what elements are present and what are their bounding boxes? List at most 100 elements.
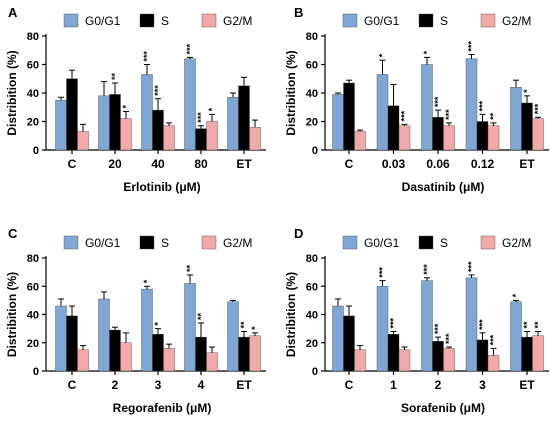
x-tick-label: C [345,157,354,171]
significance-label: * [422,50,432,54]
bar-g0-g1 [227,97,239,151]
significance-label: ** [522,321,532,329]
legend-label: S [161,236,169,250]
x-tick-label: ET [236,157,252,171]
y-tick-label: 20 [27,117,39,129]
significance-label: *** [433,323,443,334]
bar-s [343,315,355,372]
bar-s [432,341,444,372]
y-tick-label: 20 [306,117,318,129]
x-tick-label: 20 [108,157,122,171]
bar-g2-m [120,118,132,151]
significance-label: *** [389,317,399,328]
legend-swatch [201,13,217,28]
legend: G0/G1 S G2/M [342,235,531,250]
y-tick-label: 40 [27,88,39,100]
significance-label: *** [422,264,432,275]
legend-label: S [161,14,169,28]
bar-g2-m [120,342,132,372]
legend-swatch [139,13,155,28]
x-tick-label: 0.12 [471,157,495,171]
bar-g2-m [532,335,544,372]
legend-label: S [440,14,448,28]
bar-s [152,109,164,151]
x-axis-title: Sorafenib (μM) [401,401,485,415]
significance-label: * [522,89,532,93]
bar-g2-m [206,352,218,372]
y-axis-title: Distribition (%) [284,272,298,357]
bar-g0-g1 [332,305,344,372]
panel-a: A 0 20 40 60 80 Distribition (%) Erlotinib (μM)… [5,5,266,194]
bar-g2-m [398,349,411,372]
x-axis-title: Regorafenib (μM) [113,401,212,415]
x-tick-label: 40 [151,157,165,171]
significance-label: * [142,279,152,283]
bar-g2-m [398,125,411,151]
significance-label: * [153,322,163,326]
bar-g2-m [77,349,89,372]
bar-g2-m [249,126,261,151]
bar-s [521,336,533,372]
bar-g2-m [77,131,89,151]
bar-g0-g1 [510,301,522,372]
significance-label: ** [196,312,206,320]
significance-label: *** [467,261,477,272]
bar-s [432,117,444,151]
legend-label: G0/G1 [364,14,400,28]
bar-g2-m [249,335,261,372]
bar-s [476,121,489,151]
x-tick-label: C [68,157,77,171]
bar-g0-g1 [421,280,433,372]
bar-g2-m [487,355,500,372]
y-axis-title: Distribition (%) [5,272,19,357]
bar-s [387,334,400,372]
x-tick-label: C [68,378,77,392]
bar-s [66,78,78,151]
significance-label: ** [110,73,120,81]
x-tick-label: 0.06 [426,157,450,171]
y-tick-label: 60 [27,60,39,72]
bar-g2-m [163,125,175,151]
y-tick-label: 20 [306,338,318,350]
x-tick-label: 2 [435,378,442,392]
legend-swatch [480,235,496,250]
legend: G0/G1 S G2/M [63,235,252,250]
significance-label: *** [400,110,410,121]
x-tick-label: 4 [198,378,205,392]
y-axis-title: Distribition (%) [5,50,19,135]
significance-label: *** [467,41,477,52]
bar-s [476,339,489,372]
bar-g0-g1 [465,277,478,372]
x-tick-label: 2 [112,378,119,392]
legend-swatch [342,13,358,28]
panel-label: B [294,5,303,20]
legend-swatch [63,13,79,28]
bar-g2-m [354,131,366,151]
bar-g0-g1 [465,58,478,151]
x-tick-label: ET [236,378,252,392]
bar-s [238,336,250,372]
legend: G0/G1 S G2/M [342,13,531,28]
panel-label: A [8,5,18,20]
significance-label: *** [478,100,488,111]
x-axis-title: Dasatinib (μM) [402,180,485,194]
bar-g0-g1 [55,99,67,151]
y-tick-label: 40 [306,88,318,100]
bar-g0-g1 [184,58,196,151]
panel-b: B 0 20 40 60 80 Distribition (%) Dasatinib (μM)… [284,5,549,194]
legend-label: G0/G1 [364,236,400,250]
bar-s [238,85,250,151]
y-tick-label: 0 [33,145,39,157]
significance-label: *** [444,109,454,120]
significance-label: *** [378,267,388,278]
bar-g2-m [163,348,175,372]
y-tick-label: 60 [306,281,318,293]
legend-label: G0/G1 [85,14,121,28]
bar-g0-g1 [510,87,522,151]
y-tick-label: 80 [306,31,318,43]
legend-label: G2/M [223,14,252,28]
significance-label: ** [239,321,249,329]
bar-g2-m [206,121,218,151]
y-axis-title: Distribition (%) [284,50,298,135]
